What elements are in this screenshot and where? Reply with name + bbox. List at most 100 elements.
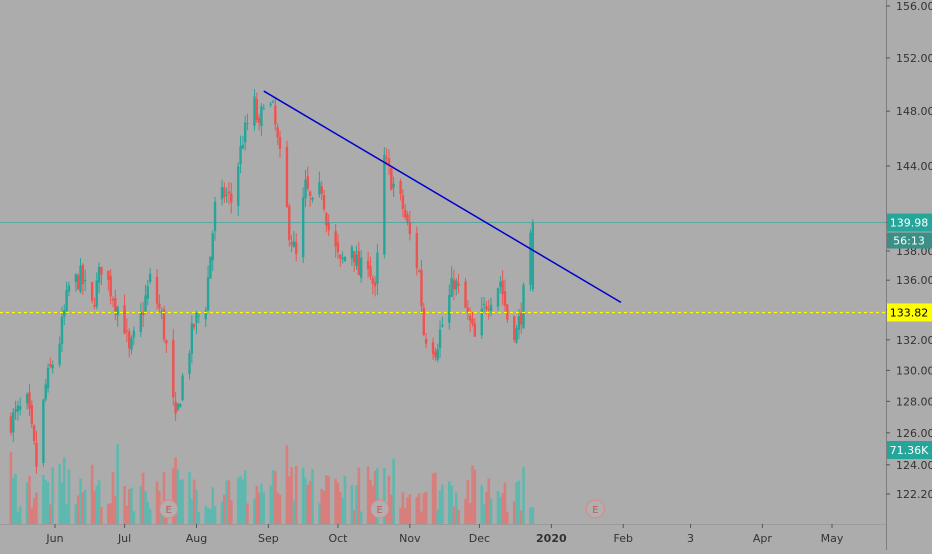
candle-body: [130, 338, 133, 350]
volume-bar: [452, 506, 456, 524]
candle-body: [506, 304, 509, 320]
candle-body: [285, 147, 289, 207]
candle-body: [404, 209, 407, 218]
volume-bar: [387, 475, 391, 524]
candle-body: [155, 276, 159, 304]
candle-body: [16, 405, 20, 412]
candle-body: [111, 298, 115, 301]
candle-body: [25, 393, 29, 404]
candle-body: [276, 127, 279, 138]
volume-bar: [336, 482, 340, 524]
volume-bar: [141, 472, 145, 524]
volume-bar: [531, 506, 535, 524]
volume-bar: [308, 480, 312, 524]
volume-bar: [155, 481, 159, 524]
candle-body: [76, 275, 80, 290]
volume-bar: [466, 480, 470, 524]
candle-body: [260, 106, 263, 127]
earnings-marker-label: E: [592, 505, 598, 516]
volume-bar: [487, 478, 491, 524]
candle-body: [116, 306, 119, 316]
candle-body: [227, 191, 231, 194]
candle-body: [241, 144, 245, 149]
volume-bar: [16, 511, 20, 524]
candle-body: [529, 232, 532, 285]
candle-body: [452, 279, 456, 290]
volume-bar: [359, 511, 363, 524]
volume-bar: [130, 487, 133, 524]
candle-body: [209, 256, 212, 279]
volume-bar: [146, 501, 150, 524]
candle-body: [181, 375, 184, 400]
volume-bar: [95, 485, 99, 524]
volume-bar: [65, 504, 68, 524]
candle-body: [327, 222, 330, 231]
volume-bar: [301, 467, 305, 524]
candle-body: [301, 197, 305, 258]
volume-bar: [385, 509, 388, 524]
price-axis-tick-label: 136.00: [896, 274, 932, 287]
candle-body: [496, 288, 500, 307]
candle-body: [49, 364, 52, 367]
earnings-marker[interactable]: E: [585, 499, 605, 519]
volume-bar: [441, 484, 444, 524]
candle-body: [466, 307, 470, 312]
candle-body: [107, 270, 110, 280]
candle-body: [311, 197, 314, 200]
price-axis-tick-label: 152.00: [896, 52, 932, 65]
volume-bar: [197, 511, 201, 524]
candle-body: [65, 290, 68, 312]
volume-bars: [9, 444, 535, 524]
candle-body: [290, 242, 293, 245]
time-axis-label: Oct: [328, 532, 348, 545]
volume-bar: [327, 476, 330, 524]
volume-bar: [274, 471, 277, 524]
earnings-marker-label: E: [165, 505, 171, 516]
price-axis-tick-label: 122.20: [896, 488, 932, 501]
volume-bar: [290, 467, 293, 524]
candle-body: [468, 315, 472, 321]
volume-bar: [320, 488, 324, 524]
time-axis-label: Aug: [186, 532, 207, 545]
time-axis-label: Dec: [469, 532, 490, 545]
volume-bar: [401, 492, 405, 524]
volume-bar: [489, 498, 493, 524]
volume-bar: [529, 507, 532, 524]
candle-body: [450, 278, 453, 297]
volume-bar: [341, 497, 344, 524]
candle-body: [431, 342, 435, 355]
price-axis-tick-label: 132.00: [896, 334, 932, 347]
candle-body: [109, 275, 112, 297]
earnings-marker[interactable]: E: [370, 499, 390, 519]
candle-body: [501, 280, 504, 295]
candle-body: [14, 409, 17, 412]
candle-body: [292, 241, 296, 247]
time-axis[interactable]: Jun Jul Aug Sep Oct Nov Dec 2020 Feb 3 Apr May: [45, 524, 844, 545]
candle-body: [448, 294, 451, 323]
candle-body: [434, 351, 437, 358]
candle-body: [139, 311, 143, 332]
candle-body: [123, 305, 126, 334]
volume-bar: [373, 470, 377, 524]
volume-bar: [206, 507, 210, 524]
volume-bar: [464, 498, 467, 524]
candle-body: [278, 137, 282, 149]
volume-bar: [44, 479, 48, 524]
volume-bar: [422, 492, 426, 524]
volume-bar: [318, 503, 321, 524]
volume-bar: [67, 469, 71, 524]
candle-body: [408, 221, 412, 234]
volume-bar: [357, 467, 361, 524]
price-axis-tick-label: 126.00: [896, 427, 932, 440]
volume-bar: [30, 507, 34, 524]
candle-body: [97, 266, 101, 283]
candle-body: [515, 328, 518, 343]
candle-body: [355, 254, 358, 267]
earnings-marker[interactable]: E: [159, 499, 179, 519]
candle-body: [334, 231, 337, 247]
trendline[interactable]: [263, 90, 622, 303]
candle-body: [165, 340, 168, 344]
